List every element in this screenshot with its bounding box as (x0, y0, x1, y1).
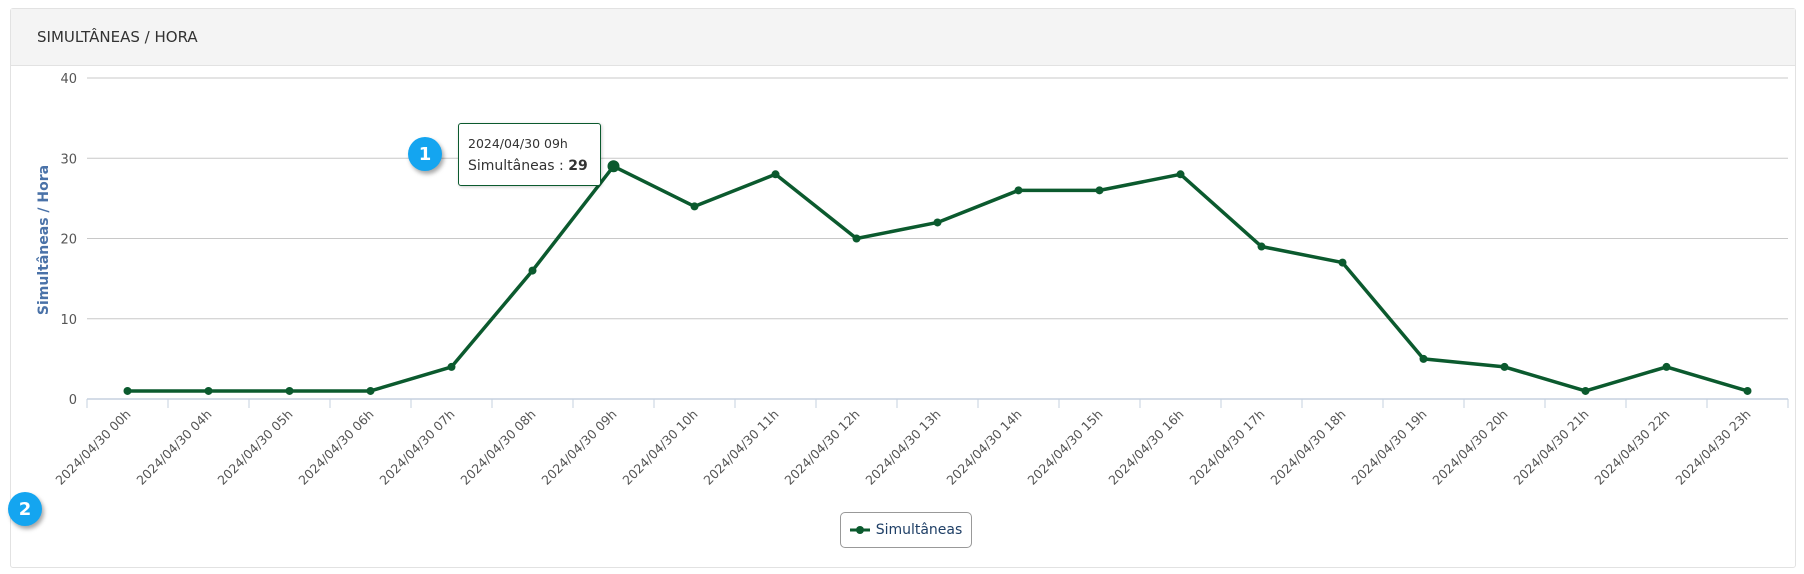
data-point (1419, 354, 1428, 363)
data-point (1662, 362, 1671, 371)
data-point (204, 386, 213, 395)
x-tick-label: 2024/04/30 05h (214, 407, 295, 488)
data-point (1095, 186, 1104, 195)
x-tick-label: 2024/04/30 17h (1186, 407, 1267, 488)
tooltip-label: Simultâneas : (468, 158, 564, 174)
legend-label: Simultâneas (875, 522, 963, 538)
data-point (1338, 258, 1347, 267)
y-tick-label: 30 (60, 152, 77, 167)
data-point (690, 202, 699, 211)
data-point (1581, 386, 1590, 395)
y-tick-label: 20 (60, 233, 77, 248)
chart-card: SIMULTÂNEAS / HORA (10, 8, 1796, 568)
legend-line-marker-icon (849, 526, 870, 534)
x-tick-label: 2024/04/30 10h (619, 407, 700, 488)
x-tick-label: 2024/04/30 09h (538, 407, 619, 488)
x-tick-label: 2024/04/30 12h (781, 407, 862, 488)
x-tick-label: 2024/04/30 07h (376, 407, 457, 488)
y-tick-label: 10 (60, 313, 77, 328)
data-point (1176, 170, 1185, 179)
x-tick-label: 2024/04/30 08h (457, 407, 538, 488)
series-line-simultaneas (127, 164, 1748, 393)
x-tick-label: 2024/04/30 00h (52, 407, 133, 488)
data-point (1500, 362, 1509, 371)
data-point (607, 160, 620, 173)
data-point (1014, 186, 1023, 195)
x-tick-label: 2024/04/30 23h (1672, 407, 1753, 488)
legend-item-simultaneas[interactable]: Simultâneas (840, 512, 972, 548)
data-point (447, 362, 456, 371)
data-point (1257, 242, 1266, 251)
x-tick-label: 2024/04/30 11h (700, 407, 781, 488)
x-tick-label: 2024/04/30 06h (295, 407, 376, 488)
x-tick-label: 2024/04/30 20h (1429, 407, 1510, 488)
x-tick-label: 2024/04/30 21h (1510, 407, 1591, 488)
tooltip-date: 2024/04/30 09h (468, 136, 568, 151)
data-point (1743, 386, 1752, 395)
tooltip-line: Simultâneas : 29 (468, 158, 588, 174)
data-point (933, 218, 942, 227)
x-tick-label: 2024/04/30 22h (1591, 407, 1672, 488)
x-tick-label: 2024/04/30 18h (1267, 407, 1348, 488)
x-tick-label: 2024/04/30 16h (1105, 407, 1186, 488)
data-point (123, 386, 132, 395)
data-point (366, 386, 375, 395)
data-point (528, 266, 537, 275)
x-tick-label: 2024/04/30 15h (1024, 407, 1105, 488)
card-title: SIMULTÂNEAS / HORA (11, 9, 1795, 66)
x-tick-label: 2024/04/30 13h (862, 407, 943, 488)
annotation-badge-2: 2 (8, 492, 42, 526)
y-tick-label: 0 (69, 393, 77, 408)
tooltip-value: 29 (568, 158, 588, 174)
chart-tooltip: 2024/04/30 09h Simultâneas : 29 (458, 123, 601, 186)
data-point (285, 386, 294, 395)
data-point (771, 170, 780, 179)
annotation-badge-1: 1 (408, 137, 442, 171)
x-tick-label: 2024/04/30 04h (133, 407, 214, 488)
data-point (852, 234, 861, 243)
y-tick-label: 40 (60, 72, 77, 87)
x-tick-label: 2024/04/30 19h (1348, 407, 1429, 488)
x-tick-label: 2024/04/30 14h (943, 407, 1024, 488)
y-axis-title: Simultâneas / Hora (36, 165, 52, 315)
